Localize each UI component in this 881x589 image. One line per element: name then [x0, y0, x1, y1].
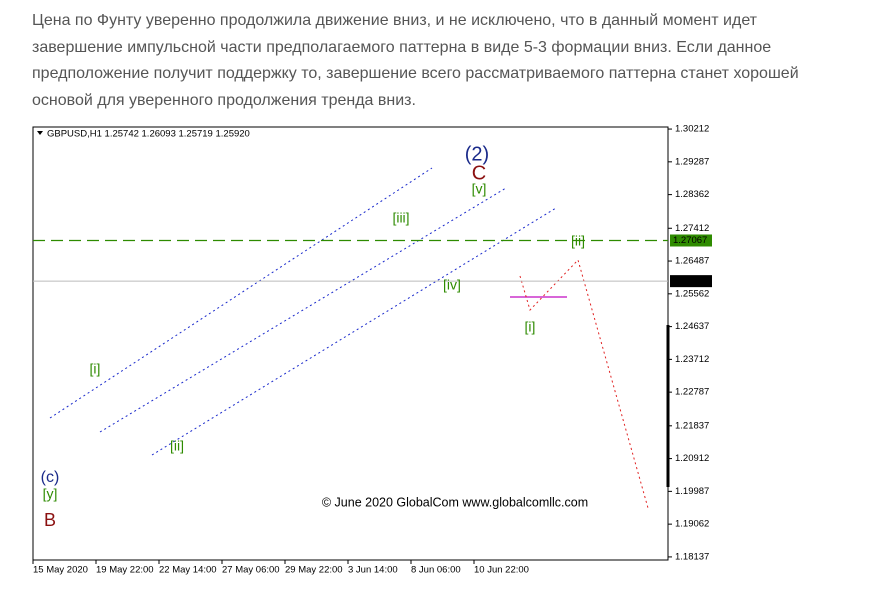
channel-line: [49, 167, 433, 419]
y-tick-label: 1.28362: [675, 189, 709, 200]
y-tick-label: 1.23712: [675, 354, 709, 365]
copyright: © June 2020 GlobalCom www.globalcomllc.c…: [322, 495, 588, 509]
wave-label: [y]: [43, 486, 58, 502]
level-label-box: [670, 234, 712, 247]
y-tick-label: 1.20912: [675, 453, 709, 464]
y-tick-label: 1.19987: [675, 486, 709, 497]
wave-label: [i]: [90, 361, 101, 377]
wave-label: [ii]: [170, 438, 184, 454]
y-tick-label: 1.22787: [675, 387, 709, 398]
channel-line: [151, 207, 557, 456]
level-label: 1.27067: [673, 235, 707, 246]
y-tick-label: 1.21837: [675, 420, 709, 431]
forecast-path: [519, 259, 649, 509]
price-label-box: [670, 275, 712, 288]
x-tick-label: 29 May 22:00: [285, 565, 343, 576]
y-tick-label: 1.29287: [675, 156, 709, 167]
x-tick-label: 19 May 22:00: [96, 565, 154, 576]
wave-label: [i]: [525, 319, 536, 335]
x-tick-label: 8 Jun 06:00: [411, 565, 461, 576]
x-tick-label: 10 Jun 22:00: [474, 565, 529, 576]
channel: [49, 167, 557, 456]
wave-label: B: [44, 510, 56, 530]
wave-label: (c): [41, 469, 60, 486]
chart-title: GBPUSD,H1 1.25742 1.26093 1.25719 1.2592…: [47, 129, 250, 140]
paragraph: Цена по Фунту уверенно продолжила движен…: [32, 12, 799, 109]
title-marker: [37, 131, 43, 135]
y-tick-label: 1.26487: [675, 256, 709, 267]
y-tick-label: 1.27412: [675, 223, 709, 234]
wave-label: [iii]: [392, 210, 409, 226]
wave-label: [ii]: [571, 233, 585, 249]
wave-label: (2): [465, 143, 489, 165]
x-tick-label: 3 Jun 14:00: [348, 565, 398, 576]
x-tick-label: 27 May 06:00: [222, 565, 280, 576]
y-tick-label: 1.19062: [675, 519, 709, 530]
wave-label: C: [472, 162, 486, 184]
price-label: 1.2592: [673, 276, 702, 287]
wave-label: [iv]: [443, 277, 461, 293]
x-tick-label: 22 May 14:00: [159, 565, 217, 576]
y-tick-label: 1.25562: [675, 288, 709, 299]
x-tick-label: 15 May 2020: [33, 565, 88, 576]
y-tick-label: 1.30212: [675, 124, 709, 135]
y-tick-label: 1.24637: [675, 321, 709, 332]
channel-line: [99, 187, 507, 433]
plot-frame: [32, 126, 669, 561]
wave-label: [v]: [472, 181, 487, 197]
y-tick-label: 1.18137: [675, 551, 709, 562]
